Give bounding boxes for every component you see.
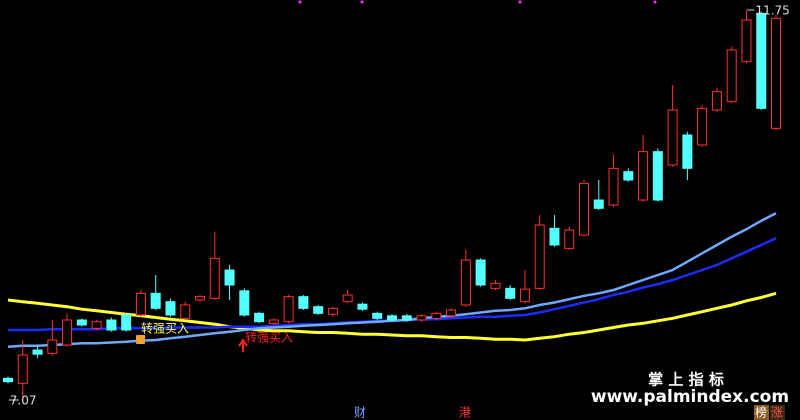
bottom-marker: 港 bbox=[459, 406, 471, 420]
candle-body bbox=[17, 354, 28, 384]
candle-body bbox=[623, 171, 634, 181]
marker-box bbox=[770, 405, 785, 420]
top-dot bbox=[653, 0, 657, 4]
candle-body bbox=[756, 12, 767, 109]
candle-body bbox=[268, 319, 279, 324]
candle-body bbox=[135, 292, 146, 316]
candle-body bbox=[726, 49, 737, 103]
top-dot bbox=[518, 0, 522, 4]
candle-body bbox=[431, 312, 442, 319]
marker-box bbox=[754, 405, 769, 420]
candle-body bbox=[372, 312, 383, 319]
candle-body bbox=[446, 309, 457, 317]
candle-body bbox=[209, 257, 220, 299]
candle-body bbox=[416, 315, 427, 321]
candle-body bbox=[682, 134, 693, 169]
candle-body bbox=[47, 339, 58, 354]
candle-body bbox=[62, 319, 73, 346]
candle-body bbox=[357, 303, 368, 310]
bottom-marker: 涨 bbox=[771, 405, 783, 420]
candle-body bbox=[652, 151, 663, 201]
watermark-url: www.palmindex.com bbox=[591, 387, 789, 407]
min-label: 7.07 bbox=[10, 394, 37, 408]
top-dot bbox=[298, 0, 302, 4]
candle-body bbox=[564, 229, 575, 249]
annotation: 转强买入 bbox=[141, 321, 189, 336]
candle-body bbox=[313, 306, 324, 314]
signal-arrow bbox=[238, 338, 248, 352]
candle-body bbox=[327, 307, 338, 315]
candle-body bbox=[32, 349, 43, 355]
candle-body bbox=[711, 91, 722, 111]
candle-body bbox=[593, 199, 604, 209]
max-label: 11.75 bbox=[755, 4, 789, 18]
bottom-marker: 榜 bbox=[755, 405, 767, 420]
candle-body bbox=[195, 296, 205, 301]
candle-body bbox=[549, 227, 560, 246]
signal-icon bbox=[136, 335, 145, 344]
candle-body bbox=[76, 319, 87, 326]
candle-body bbox=[121, 314, 132, 331]
candle-body bbox=[239, 290, 250, 316]
candle-body bbox=[150, 292, 161, 309]
candle-body bbox=[608, 167, 619, 206]
candle-body bbox=[91, 321, 102, 329]
candle-body bbox=[460, 259, 471, 306]
candle-body bbox=[106, 319, 117, 331]
watermark-title: 掌 上 指 标 bbox=[648, 371, 724, 389]
candle-body bbox=[505, 287, 516, 299]
candle-body bbox=[401, 315, 412, 321]
candle-body bbox=[667, 109, 678, 166]
candle-body bbox=[180, 304, 191, 319]
candle-body bbox=[579, 182, 589, 236]
bottom-marker: 财 bbox=[354, 406, 366, 420]
candle-body bbox=[342, 294, 353, 303]
candle-body bbox=[741, 19, 752, 63]
candle-body bbox=[165, 301, 176, 316]
candle-body bbox=[254, 312, 265, 323]
candle-body bbox=[638, 151, 649, 201]
candle-body bbox=[534, 224, 545, 289]
top-dot bbox=[360, 0, 364, 4]
annotation: 转强买入 bbox=[245, 330, 293, 345]
candle-body bbox=[387, 315, 397, 321]
candle-body bbox=[771, 17, 781, 129]
candle-body bbox=[475, 259, 486, 286]
candle-body bbox=[3, 377, 13, 383]
candle-body bbox=[490, 282, 501, 289]
candle-body bbox=[224, 269, 235, 286]
candle-body bbox=[697, 107, 708, 146]
candle-body bbox=[519, 288, 530, 303]
candle-body bbox=[298, 296, 309, 309]
candle-body bbox=[283, 296, 294, 323]
